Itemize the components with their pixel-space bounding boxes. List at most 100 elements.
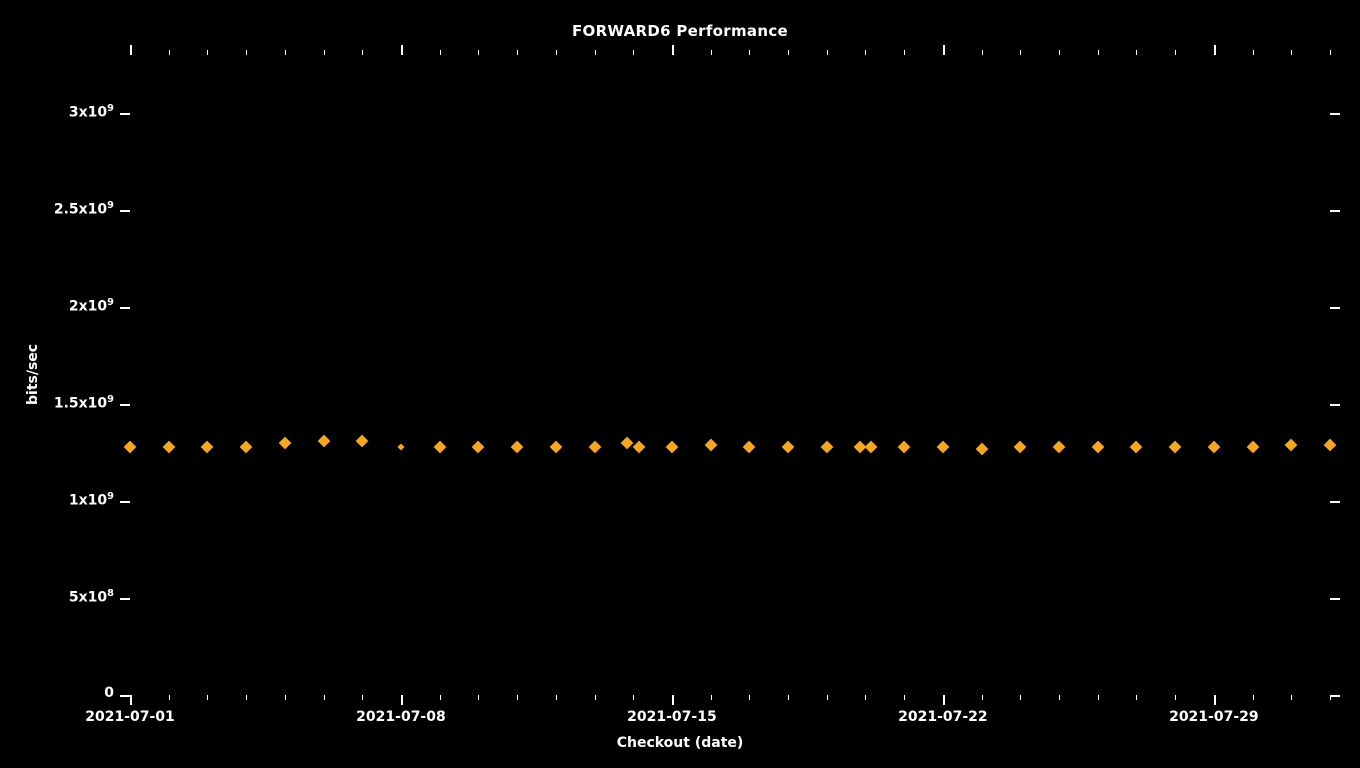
x-minor-tick	[362, 695, 363, 700]
data-point	[162, 440, 175, 453]
data-point	[1246, 440, 1259, 453]
data-point	[865, 440, 878, 453]
y-tick-mirror	[1330, 210, 1340, 212]
data-point	[898, 440, 911, 453]
data-point	[666, 440, 679, 453]
data-point	[124, 440, 137, 453]
x-minor-tick	[827, 695, 828, 700]
x-minor-tick	[788, 695, 789, 700]
y-tick	[120, 307, 130, 309]
y-tick-label: 3x109	[69, 103, 114, 121]
x-minor-tick	[1175, 695, 1176, 700]
data-point	[782, 440, 795, 453]
x-minor-tick	[1291, 695, 1292, 700]
x-minor-tick	[865, 695, 866, 700]
data-point	[433, 440, 446, 453]
y-tick-mirror	[1330, 695, 1340, 697]
x-minor-tick-mirror	[207, 50, 208, 55]
x-minor-tick-mirror	[865, 50, 866, 55]
x-minor-tick	[1059, 695, 1060, 700]
x-axis-label: Checkout (date)	[0, 735, 1360, 751]
x-tick-label: 2021-07-29	[1169, 709, 1259, 725]
data-point	[1285, 438, 1298, 451]
x-minor-tick	[440, 695, 441, 700]
data-point	[549, 440, 562, 453]
x-minor-tick	[633, 695, 634, 700]
data-point	[1014, 440, 1027, 453]
x-minor-tick-mirror	[788, 50, 789, 55]
x-minor-tick-mirror	[749, 50, 750, 55]
x-minor-tick	[1136, 695, 1137, 700]
x-minor-tick	[1330, 695, 1331, 700]
data-point	[240, 440, 253, 453]
x-tick-mirror	[130, 45, 132, 55]
y-tick-label: 1.5x109	[54, 394, 114, 412]
y-tick	[120, 598, 130, 600]
x-minor-tick	[1020, 695, 1021, 700]
x-minor-tick	[478, 695, 479, 700]
x-tick-mirror	[401, 45, 403, 55]
x-minor-tick-mirror	[904, 50, 905, 55]
x-tick-mirror	[1214, 45, 1216, 55]
data-point	[937, 440, 950, 453]
x-tick	[943, 695, 945, 705]
x-minor-tick-mirror	[1020, 50, 1021, 55]
x-minor-tick-mirror	[982, 50, 983, 55]
x-minor-tick	[1098, 695, 1099, 700]
chart-title: FORWARD6 Performance	[0, 22, 1360, 40]
data-point	[633, 440, 646, 453]
x-minor-tick	[285, 695, 286, 700]
y-tick-mirror	[1330, 113, 1340, 115]
x-minor-tick	[711, 695, 712, 700]
x-minor-tick	[982, 695, 983, 700]
x-tick-label: 2021-07-22	[898, 709, 988, 725]
x-minor-tick	[324, 695, 325, 700]
x-minor-tick-mirror	[324, 50, 325, 55]
y-tick-label: 2x109	[69, 297, 114, 315]
data-point	[356, 435, 369, 448]
y-tick	[120, 113, 130, 115]
x-tick	[672, 695, 674, 705]
y-axis-label: bits/sec	[25, 344, 41, 405]
x-minor-tick	[517, 695, 518, 700]
y-tick	[120, 404, 130, 406]
data-point	[1130, 440, 1143, 453]
x-minor-tick-mirror	[478, 50, 479, 55]
x-tick-mirror	[672, 45, 674, 55]
x-tick	[401, 695, 403, 705]
x-minor-tick	[169, 695, 170, 700]
data-point	[621, 437, 634, 450]
data-point	[278, 437, 291, 450]
x-minor-tick-mirror	[1059, 50, 1060, 55]
x-minor-tick-mirror	[711, 50, 712, 55]
data-point	[820, 440, 833, 453]
x-minor-tick	[749, 695, 750, 700]
x-minor-tick	[595, 695, 596, 700]
x-minor-tick-mirror	[1253, 50, 1254, 55]
x-tick-label: 2021-07-01	[85, 709, 175, 725]
x-minor-tick	[207, 695, 208, 700]
y-tick-mirror	[1330, 307, 1340, 309]
x-minor-tick	[556, 695, 557, 700]
data-point	[588, 440, 601, 453]
x-minor-tick-mirror	[1098, 50, 1099, 55]
x-minor-tick-mirror	[1291, 50, 1292, 55]
x-minor-tick-mirror	[633, 50, 634, 55]
data-point	[201, 440, 214, 453]
x-tick-label: 2021-07-15	[627, 709, 717, 725]
x-tick-mirror	[943, 45, 945, 55]
data-point	[1091, 440, 1104, 453]
y-tick-label: 0	[104, 685, 114, 701]
y-tick	[120, 501, 130, 503]
data-point	[1169, 440, 1182, 453]
x-tick	[130, 695, 132, 705]
y-tick	[120, 210, 130, 212]
y-tick-label: 1x109	[69, 491, 114, 509]
data-point	[317, 435, 330, 448]
data-point	[743, 440, 756, 453]
x-minor-tick-mirror	[246, 50, 247, 55]
y-tick-label: 2.5x109	[54, 200, 114, 218]
x-minor-tick-mirror	[1330, 50, 1331, 55]
x-minor-tick-mirror	[1175, 50, 1176, 55]
data-point	[975, 442, 988, 455]
